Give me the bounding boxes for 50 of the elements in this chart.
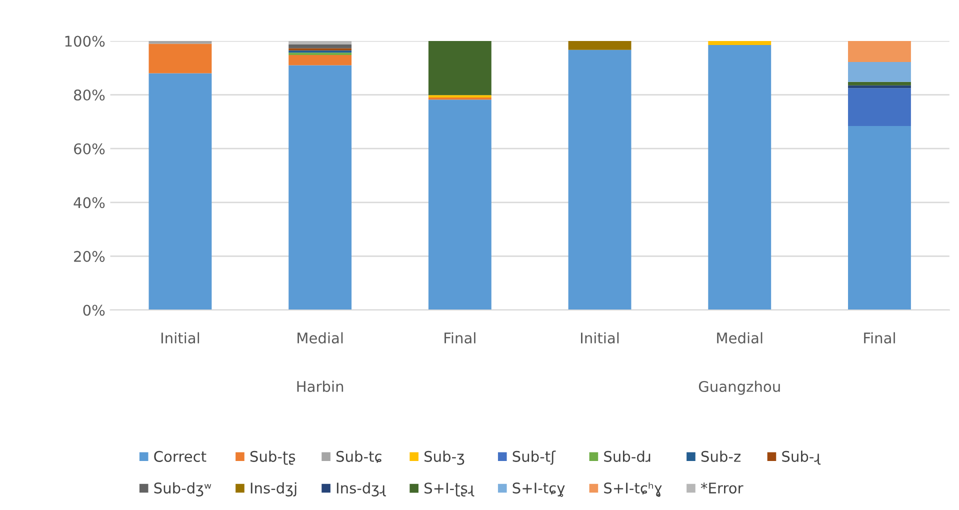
legend-label: Sub-tɕ <box>336 450 382 463</box>
legend-label: Sub-dɹ <box>604 450 650 462</box>
x-tick-label: Final <box>444 332 476 344</box>
legend-label: Correct <box>154 450 206 462</box>
bar <box>568 50 632 310</box>
bar <box>288 50 352 53</box>
bar <box>148 41 212 44</box>
y-tick-label: 80% <box>74 90 105 101</box>
legend-label: Sub-ʒ <box>424 450 464 465</box>
bar <box>288 54 352 66</box>
bar <box>428 41 492 96</box>
x-tick-label: Initial <box>161 332 200 344</box>
bar <box>708 41 772 46</box>
y-tick-label: 60% <box>74 143 105 154</box>
y-tick-label: 100% <box>65 36 105 47</box>
bar <box>428 97 492 100</box>
bar <box>848 126 911 310</box>
text: Harbin <box>297 380 344 392</box>
legend-label: Ins-dʒɻ <box>336 482 386 496</box>
legend-label: Sub-dʒʷ <box>154 482 212 496</box>
x-tick-label: Final <box>864 332 895 344</box>
legend-label: Ins-dʒj <box>250 482 296 496</box>
x-tick-label: Initial <box>581 332 619 344</box>
bar <box>288 65 352 310</box>
y-tick-label: 40% <box>74 197 105 208</box>
bar <box>568 41 632 50</box>
bar <box>848 85 911 88</box>
bar <box>848 82 911 86</box>
bar <box>848 88 911 126</box>
bar <box>148 73 212 310</box>
bar <box>288 41 352 44</box>
text: Guangzhou <box>698 380 780 395</box>
x-tick-label: Medial <box>717 332 762 344</box>
bar <box>848 41 911 62</box>
legend-label: S+I-ʈʂɻ <box>424 482 474 496</box>
legend-label: Sub-tʃ <box>512 450 556 465</box>
bar <box>428 100 492 310</box>
legend-label: *Error <box>700 482 744 494</box>
legend-label: Sub-ɻ <box>782 450 821 465</box>
legend-label: Sub-z <box>701 450 740 462</box>
bar <box>848 62 911 82</box>
bar <box>708 45 772 310</box>
legend-label: Sub-ʈʂ <box>250 450 296 465</box>
legend-label: S+I-tɕy̥ <box>512 482 565 497</box>
y-tick-label: 20% <box>74 250 105 262</box>
bar <box>288 44 352 48</box>
x-tick-label: Medial <box>298 332 343 344</box>
y-tick-label: 0% <box>83 304 105 316</box>
legend-label: S+I-tɕʰɣ̥ <box>604 482 662 497</box>
bar <box>148 44 212 74</box>
